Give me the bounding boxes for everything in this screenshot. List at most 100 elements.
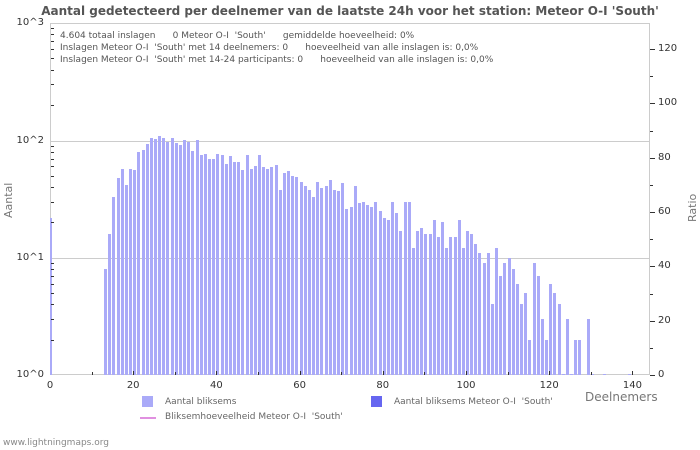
bar (441, 222, 445, 375)
y2-tick (650, 76, 653, 78)
bar (565, 319, 569, 375)
y-minor-tick (51, 84, 54, 86)
bar (341, 183, 345, 375)
y2-tick-label: 100 (658, 97, 678, 109)
y-minor-tick (51, 201, 54, 203)
bar (532, 263, 536, 375)
y-minor-tick (51, 28, 54, 30)
bar (449, 237, 453, 375)
bar (216, 153, 220, 375)
x-tick-label: 40 (210, 380, 223, 391)
bar (237, 162, 241, 375)
bar (370, 207, 374, 375)
bar (212, 158, 216, 375)
bar (411, 248, 415, 375)
legend-label-ratio: Bliksemhoeveelheid Meteor O-I 'South' (165, 412, 343, 422)
bar (540, 319, 544, 375)
bar (515, 283, 519, 375)
y-minor-tick (51, 166, 54, 168)
x-tick (258, 372, 259, 375)
bar (187, 141, 191, 375)
bar (133, 169, 137, 375)
bar (353, 185, 357, 375)
bar (249, 169, 253, 375)
bar (328, 179, 332, 375)
bar (378, 211, 382, 375)
bar (461, 248, 465, 375)
bar (366, 205, 370, 375)
bar (391, 201, 395, 375)
bar (154, 139, 157, 375)
bar (524, 293, 528, 375)
y-minor-tick (51, 293, 54, 294)
bar (570, 374, 573, 375)
y2-tick (650, 49, 655, 50)
x-tick (632, 371, 634, 375)
bar (457, 219, 461, 375)
bar (337, 191, 341, 375)
bar (407, 201, 411, 375)
bar (307, 189, 311, 375)
y2-tick (650, 266, 655, 268)
y-minor-tick (51, 339, 54, 341)
bar (241, 169, 245, 375)
bar (528, 339, 532, 375)
bar (108, 233, 112, 375)
gridline-10-2 (50, 141, 650, 142)
bar (499, 275, 503, 375)
bar (203, 154, 207, 375)
bar (174, 143, 178, 375)
info-line-3: Inslagen Meteor O-I 'South' met 14-24 pa… (60, 55, 494, 65)
bar (124, 184, 128, 375)
bar (245, 155, 249, 375)
bar (332, 189, 336, 375)
bar (258, 155, 261, 375)
x-tick (299, 371, 301, 375)
bar (403, 201, 407, 375)
bar (482, 263, 486, 375)
y2-tick (650, 130, 653, 132)
bar (208, 158, 212, 375)
bar (116, 177, 120, 375)
x-tick-label: 80 (376, 380, 390, 391)
y-minor-tick (51, 319, 54, 321)
bar (104, 269, 108, 375)
footer-link[interactable]: www.lightningmaps.org (3, 438, 109, 448)
x-tick (133, 371, 135, 375)
bar (445, 248, 449, 375)
y-minor-tick (51, 175, 54, 177)
legend-swatch-station (371, 396, 382, 407)
bar (158, 136, 162, 375)
bar (220, 155, 224, 375)
bar (590, 374, 594, 375)
bar (553, 293, 557, 375)
bar (145, 144, 149, 375)
y2-tick (650, 375, 655, 376)
bar (312, 196, 316, 375)
bar (474, 244, 478, 375)
x-tick (590, 372, 592, 375)
y-minor-tick (51, 58, 54, 60)
y2-tick (650, 239, 653, 241)
bar (262, 167, 266, 375)
y-axis-title: Aantal (2, 182, 15, 218)
bar (395, 213, 399, 375)
bar (141, 149, 145, 375)
y2-tick (650, 157, 655, 159)
y-minor-tick (51, 34, 54, 36)
bar (507, 257, 511, 375)
bar (137, 151, 141, 375)
legend-swatch-total (142, 396, 153, 407)
bar (349, 207, 353, 375)
legend-label-total: Aantal bliksems (165, 397, 237, 407)
y-minor-tick (51, 41, 54, 43)
y2-tick-label: 0 (658, 369, 665, 380)
y2-tick (650, 320, 655, 322)
y2-tick (650, 212, 655, 213)
x-tick-label: 60 (293, 380, 306, 391)
bar (386, 219, 390, 375)
y-minor-tick (51, 49, 54, 51)
bar (287, 170, 291, 375)
x-tick (424, 372, 426, 375)
y-tick-label: 10^1 (16, 252, 44, 263)
